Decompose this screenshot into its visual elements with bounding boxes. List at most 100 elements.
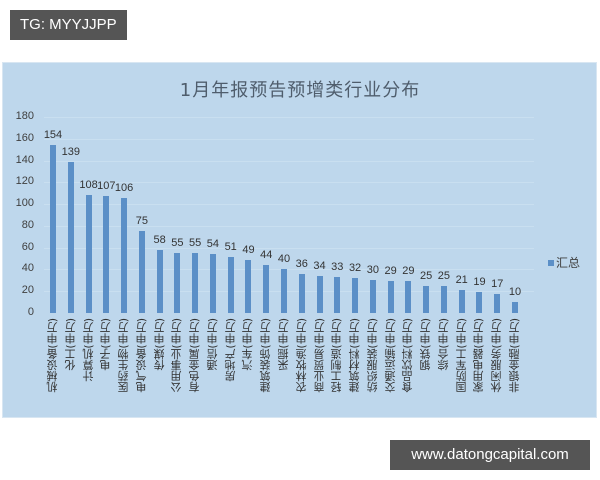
bar-value-label: 34 <box>313 259 326 272</box>
bar-value-label: 21 <box>455 274 468 287</box>
y-tick-label: 120 <box>15 175 34 188</box>
bar-value-label: 25 <box>437 269 451 282</box>
bar-value-label: 139 <box>61 145 80 158</box>
x-category-label: 食品饮料(申万) <box>401 318 415 393</box>
x-category-label: 建筑材料(申万) <box>348 318 362 393</box>
x-category-label: 轻工制造(申万) <box>330 318 344 393</box>
gridline <box>44 182 534 184</box>
bar <box>512 302 518 313</box>
x-category-label: 农林牧渔(申万) <box>294 318 308 393</box>
bar-value-label: 32 <box>348 262 362 275</box>
bar <box>458 290 465 313</box>
x-category-label: 交通运输(申万) <box>383 318 397 393</box>
bar <box>67 161 74 313</box>
gridline <box>44 225 534 227</box>
bar <box>245 259 252 313</box>
x-category-label: 医药生物(申万) <box>117 318 131 393</box>
x-category-label: 休闲服务(申万) <box>490 318 504 393</box>
x-category-label: 建筑装饰(申万) <box>259 318 273 393</box>
x-category-label: 商业贸易(申万) <box>312 318 326 393</box>
bar <box>387 281 394 313</box>
gridline <box>44 204 534 206</box>
bar-value-label: 36 <box>295 257 308 270</box>
bar <box>352 278 359 313</box>
bar-value-label: 30 <box>366 264 379 277</box>
bar <box>121 197 128 313</box>
bar-value-label: 10 <box>508 286 522 299</box>
bar-value-label: 33 <box>331 261 344 274</box>
gridline <box>44 291 534 293</box>
y-tick-label: 60 <box>21 240 34 253</box>
y-tick-label: 180 <box>15 110 34 122</box>
bar-value-label: 44 <box>260 249 273 262</box>
x-category-label: 房地产(申万) <box>223 318 237 382</box>
bar-value-label: 51 <box>224 241 237 254</box>
legend-label: 汇总 <box>556 256 581 270</box>
x-category-label: 汽车(申万) <box>241 318 255 371</box>
gridline <box>44 138 534 140</box>
bar <box>476 292 483 313</box>
chart-title: 1月年报预告预增类行业分布 <box>179 80 421 101</box>
bar <box>423 285 430 313</box>
y-tick-label: 80 <box>21 218 34 231</box>
bar <box>298 273 305 313</box>
bar <box>209 254 216 313</box>
x-category-label: 化工(申万) <box>63 318 77 371</box>
x-category-label: 国防军工(申万) <box>454 318 468 393</box>
bar-value-label: 58 <box>153 233 166 246</box>
bar-value-label: 17 <box>491 278 504 291</box>
bar-value-label: 75 <box>135 215 148 228</box>
y-tick-label: 0 <box>27 306 34 318</box>
x-category-label: 机械设备(申万) <box>46 318 59 393</box>
chart-legend: 汇总 <box>548 254 580 271</box>
bar <box>316 275 323 313</box>
bar-value-label: 40 <box>277 253 291 266</box>
x-category-label: 公用事业(申万) <box>170 318 184 393</box>
gridline <box>44 269 534 271</box>
bar <box>103 196 110 313</box>
bar-value-label: 154 <box>43 129 63 142</box>
bar-value-label: 107 <box>97 180 116 193</box>
bar-value-label: 55 <box>189 237 202 250</box>
gridline <box>44 117 534 118</box>
y-tick-label: 100 <box>15 197 34 210</box>
x-category-label: 电气设备(申万) <box>134 318 148 393</box>
y-tick-label: 40 <box>21 262 34 275</box>
y-tick-label: 20 <box>21 284 34 297</box>
x-category-label: 计算机(申万) <box>81 318 95 382</box>
x-category-label: 综合(申万) <box>436 318 450 371</box>
x-category-label: 钢铁(申万) <box>419 318 433 371</box>
bar-value-label: 106 <box>114 181 134 194</box>
bar <box>50 145 56 313</box>
x-category-label: 采掘(申万) <box>277 318 290 371</box>
x-category-label: 传媒(申万) <box>152 318 166 371</box>
telegram-tag: TG: MYYJJPP <box>10 10 127 40</box>
bar-value-label: 25 <box>420 269 433 282</box>
x-category-label: 家用电器(申万) <box>472 318 486 393</box>
y-tick-label: 140 <box>15 153 34 166</box>
x-category-label: 有色金属(申万) <box>188 318 202 393</box>
bar <box>156 249 163 313</box>
bar-value-label: 49 <box>242 243 255 256</box>
bar <box>85 195 92 313</box>
bar-value-label: 19 <box>473 276 486 289</box>
gridline <box>44 247 534 249</box>
x-category-label: 非银金融(申万) <box>508 318 521 393</box>
legend-swatch-icon <box>548 259 554 266</box>
bar <box>174 253 181 313</box>
bar <box>440 285 447 313</box>
website-watermark: www.datongcapital.com <box>390 440 590 470</box>
x-category-label: 纺织服装(申万) <box>365 318 379 393</box>
bar-value-label: 54 <box>206 238 220 251</box>
x-category-label: 通信(申万) <box>205 318 219 371</box>
bar-value-label: 29 <box>384 265 397 278</box>
y-tick-label: 160 <box>15 131 34 144</box>
chart-panel <box>2 62 597 418</box>
bar <box>138 231 145 313</box>
bar-value-label: 29 <box>402 265 415 278</box>
bar <box>494 294 501 313</box>
bar-value-label: 108 <box>79 179 98 192</box>
bar-value-label: 55 <box>171 237 184 250</box>
bar <box>405 281 412 313</box>
